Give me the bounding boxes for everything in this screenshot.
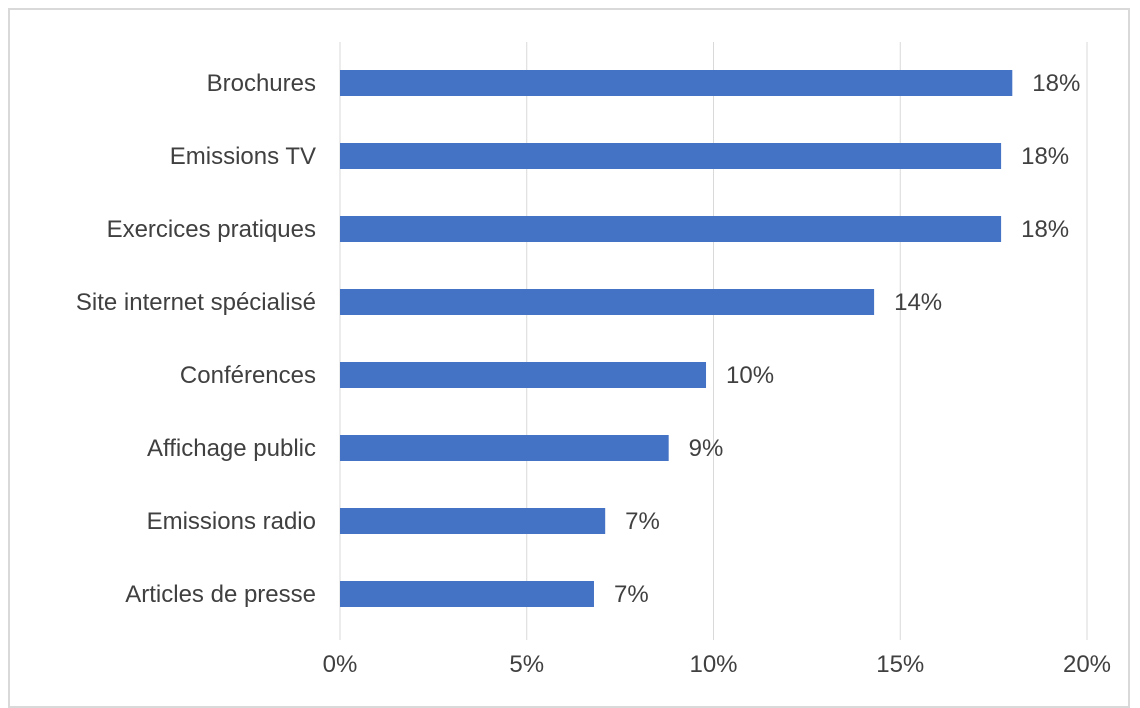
category-label: Site internet spécialisé [76, 289, 316, 316]
x-tick-label: 0% [323, 651, 358, 678]
gridlines [339, 42, 1088, 640]
x-tick-label: 5% [509, 651, 544, 678]
category-label: Affichage public [147, 435, 316, 462]
category-labels: Brochures Emissions TV Exercices pratiques… [76, 70, 316, 608]
x-tick-label: 20% [1063, 651, 1111, 678]
x-tick-label: 15% [876, 651, 924, 678]
x-tick-label: 10% [689, 651, 737, 678]
data-label: 18% [1021, 143, 1069, 170]
data-label: 18% [1021, 216, 1069, 243]
horizontal-bar-chart: Brochures Emissions TV Exercices pratiques… [76, 42, 1111, 678]
data-label: 14% [894, 289, 942, 316]
category-label: Conférences [180, 362, 316, 389]
category-label: Emissions radio [147, 508, 316, 535]
bars [340, 70, 1013, 607]
bar [340, 435, 669, 461]
data-label: 7% [625, 508, 660, 535]
data-labels: 18% 18% 18% 14% 10% 9% 7% 7% [614, 70, 1080, 608]
bar [340, 508, 606, 534]
bar [340, 289, 875, 315]
bar [340, 143, 1002, 169]
bar [340, 70, 1013, 96]
data-label: 9% [689, 435, 724, 462]
x-axis-ticks: 0% 5% 10% 15% 20% [323, 651, 1111, 678]
category-label: Emissions TV [170, 143, 316, 170]
bar [340, 581, 594, 607]
category-label: Articles de presse [125, 581, 316, 608]
bar [340, 362, 707, 388]
data-label: 10% [726, 362, 774, 389]
bar [340, 216, 1002, 242]
data-label: 18% [1032, 70, 1080, 97]
data-label: 7% [614, 581, 649, 608]
category-label: Exercices pratiques [107, 216, 316, 243]
category-label: Brochures [207, 70, 316, 97]
